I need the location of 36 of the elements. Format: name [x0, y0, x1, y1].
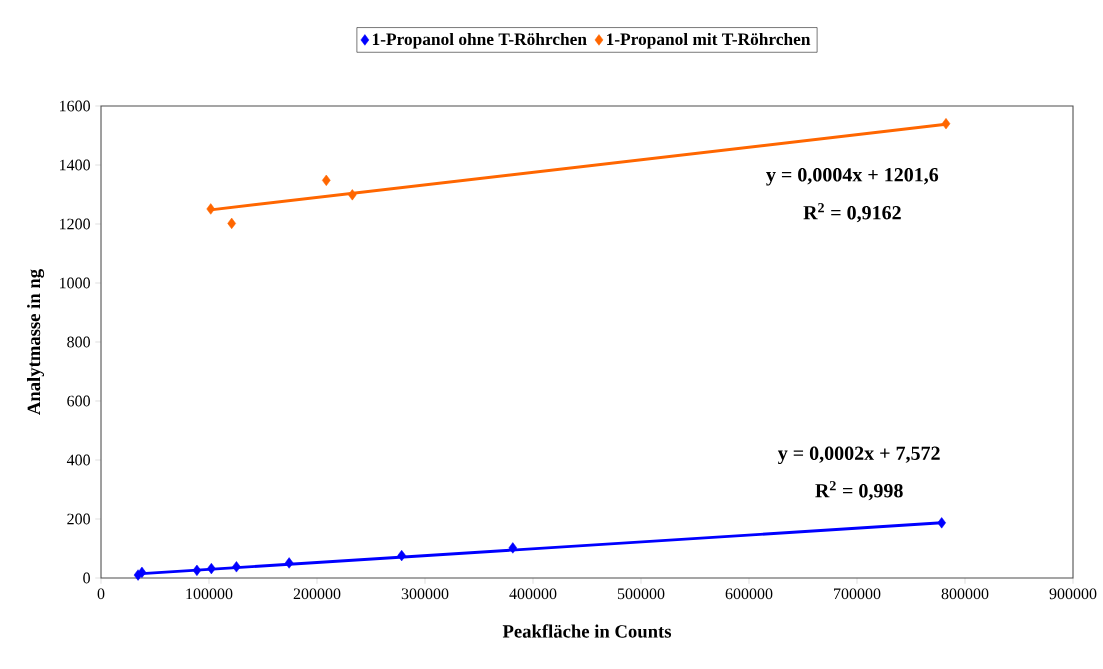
y-tick-label: 1400: [60, 159, 90, 171]
legend-label: 1-Propanol mit T-Röhrchen: [607, 32, 811, 49]
point: [322, 174, 331, 186]
annotation: y = 0,0002x + 7,572: [777, 446, 940, 465]
y-tick-label: 600: [67, 395, 90, 407]
y-tick-label: 200: [67, 513, 90, 525]
annotation: R$^{2}$ = 0,998: [815, 481, 903, 501]
point: [232, 561, 241, 573]
x-tick-label: 600000: [725, 588, 773, 600]
point: [192, 564, 202, 576]
x-tick-label: 100000: [186, 588, 233, 600]
y-tick-label: 1200: [60, 218, 90, 230]
x-tick-label: 700000: [834, 588, 881, 600]
annotation: y = 0,0004x + 1201,6: [766, 167, 939, 186]
legend-label: 1-Propanol ohne T-Röhrchen: [372, 32, 587, 49]
x-tick-label: 800000: [941, 588, 989, 600]
point: [206, 203, 215, 215]
y-axis-title: Analytmasse in ng: [27, 269, 45, 415]
point: [937, 517, 946, 529]
point: [284, 557, 294, 569]
point: [508, 542, 518, 554]
x-tick-label: 200000: [293, 588, 341, 600]
y-tick-label: 1600: [60, 100, 90, 112]
y-tick-label: 0: [83, 572, 90, 584]
y-tick-label: 1000: [60, 277, 90, 289]
y-tick-label: 400: [66, 454, 90, 466]
point: [941, 118, 951, 130]
y-tick-label: 800: [67, 336, 90, 348]
x-tick-label: 900000: [1049, 588, 1097, 600]
x-tick-label: 0: [97, 588, 105, 600]
annotation: R$^{2}$ = 0,9162: [803, 203, 901, 223]
point: [348, 189, 357, 201]
x-tick-label: 400000: [509, 588, 557, 600]
x-tick-label: 300000: [401, 588, 449, 600]
x-tick-label: 500000: [617, 588, 665, 600]
x-axis-title: Peakfläche in Counts: [502, 624, 672, 638]
